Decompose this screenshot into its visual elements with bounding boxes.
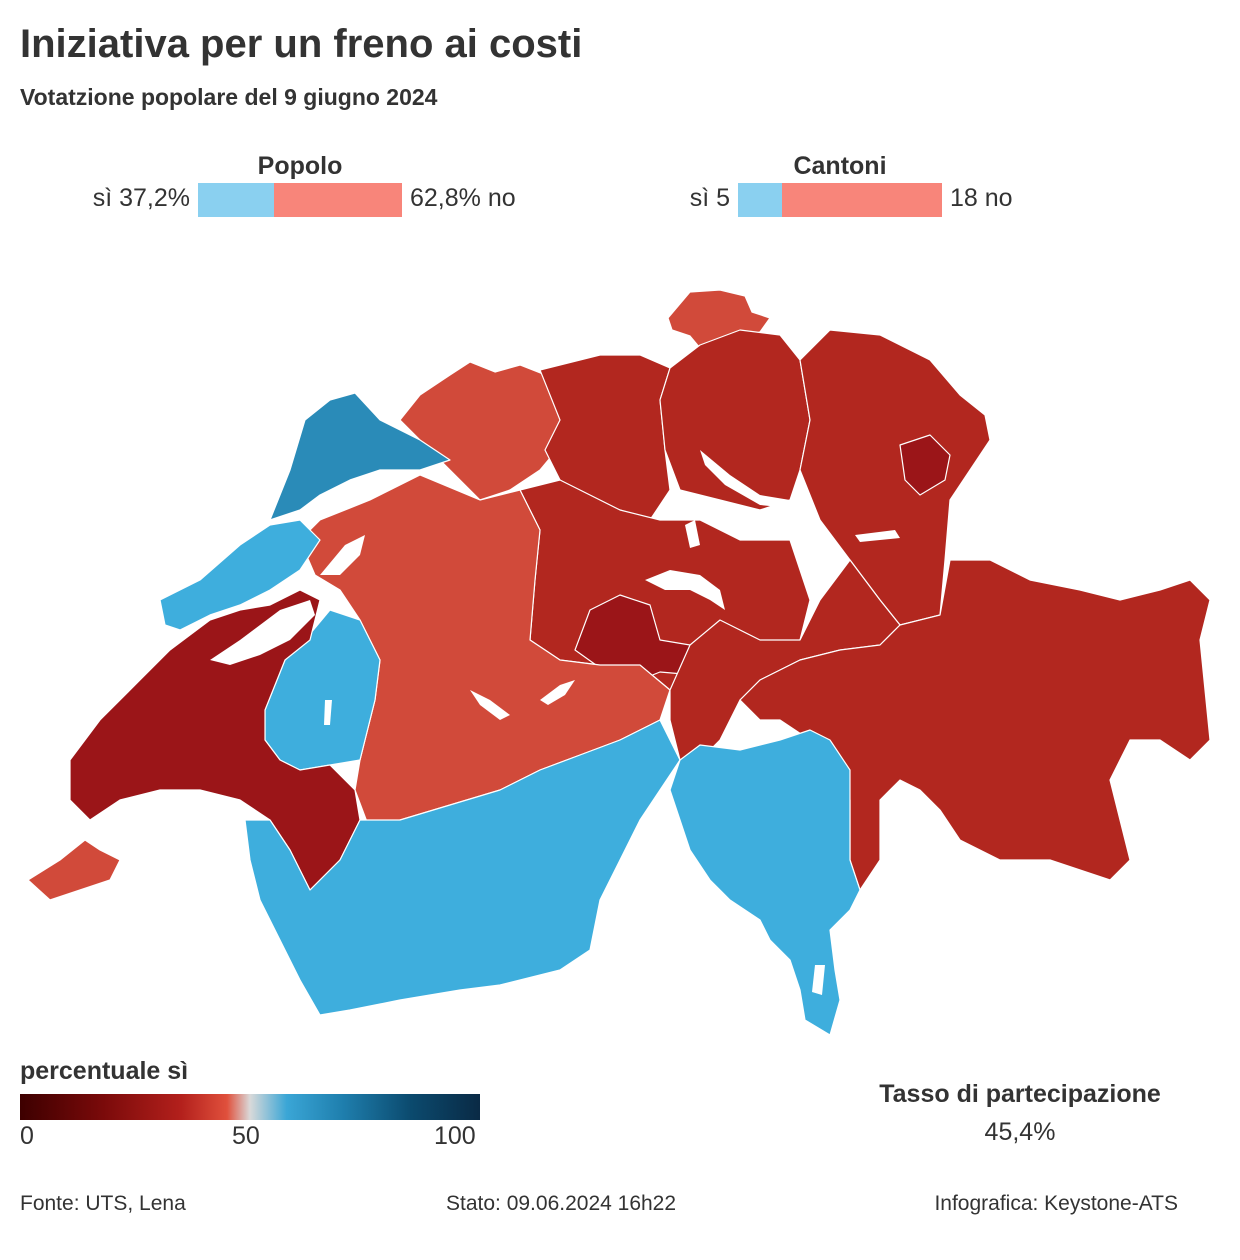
popolo-heading: Popolo [257, 152, 343, 180]
legend-tick-50: 50 [232, 1122, 260, 1150]
lake-zug [685, 520, 700, 548]
switzerland-map [27, 289, 1211, 1036]
cantoni-yes-label: sì 5 [689, 184, 730, 212]
region-aargau [539, 354, 671, 521]
popolo-yes-label: sì 37,2% [92, 184, 190, 212]
lake-brienz [540, 680, 575, 705]
region-zurich [659, 329, 811, 511]
cantoni-no-label: 18 no [950, 184, 1013, 212]
legend-tick-100: 100 [434, 1122, 476, 1150]
lake-walensee [855, 530, 900, 542]
region-appenzell [899, 434, 951, 496]
popolo-no-bar [274, 183, 402, 217]
turnout-value: 45,4% [984, 1118, 1056, 1146]
page-title: Iniziativa per un freno ai costi [20, 22, 583, 66]
cantoni-no-bar [782, 183, 942, 217]
lake-maggiore [812, 965, 825, 995]
lake-thun [470, 690, 510, 720]
footer-credit: Infografica: Keystone-ATS [934, 1192, 1178, 1215]
legend-color-bar [20, 1094, 480, 1120]
lake-zurich [700, 450, 790, 508]
lake-gruyere [324, 700, 332, 725]
region-geneva [27, 839, 121, 901]
popolo-yes-bar [198, 183, 274, 217]
lake-geneva [210, 600, 315, 665]
region-vaud-north [159, 519, 321, 631]
region-stgallen [799, 329, 991, 626]
cantoni-heading: Cantoni [793, 152, 887, 180]
region-ticino [669, 729, 861, 1036]
footer-source: Fonte: UTS, Lena [20, 1192, 186, 1215]
legend-title: percentuale sì [20, 1057, 189, 1085]
page-subtitle: Votatzione popolare del 9 giugno 2024 [20, 84, 438, 110]
popolo-no-label: 62,8% no [410, 184, 516, 212]
legend-tick-0: 0 [20, 1122, 34, 1150]
lake-neuchatel [320, 535, 365, 575]
region-jura [269, 392, 451, 521]
footer-status: Stato: 09.06.2024 16h22 [446, 1192, 677, 1215]
turnout-title: Tasso di partecipazione [879, 1080, 1161, 1108]
lake-lucerne [645, 570, 725, 610]
cantoni-yes-bar [738, 183, 782, 217]
region-vaud [69, 589, 361, 891]
region-valais [244, 719, 681, 1016]
